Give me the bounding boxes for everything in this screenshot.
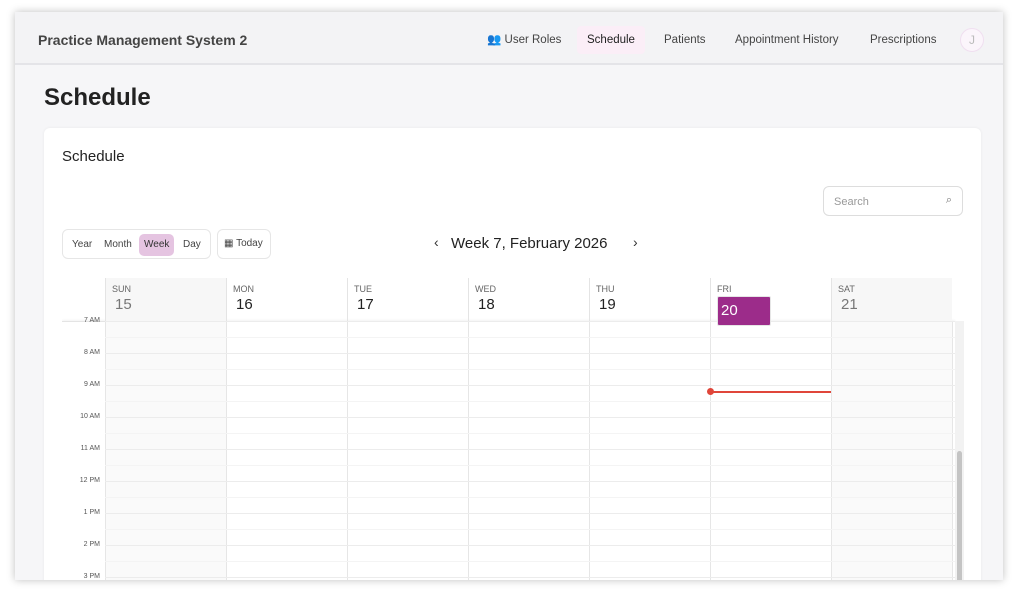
hour-line [105, 385, 955, 386]
day-header-sun[interactable]: SUN 15 [105, 278, 226, 321]
nav-appointment-history[interactable]: Appointment History [735, 34, 839, 46]
time-label: 2 PM [83, 541, 100, 548]
schedule-card: Schedule Search ⌕ Year Month Week Day ▦ T… [44, 128, 981, 580]
weekend-column [105, 322, 226, 580]
time-label: 8 AM [84, 349, 100, 356]
half-hour-line [105, 497, 955, 498]
hour-line [105, 353, 955, 354]
scrollbar-thumb[interactable] [957, 451, 962, 580]
view-day[interactable]: Day [183, 239, 201, 250]
hour-line [105, 449, 955, 450]
day-name: THU [596, 284, 615, 294]
column-divider [952, 322, 953, 580]
day-number: 16 [236, 296, 253, 313]
time-label: 1 PM [83, 509, 100, 516]
view-switcher: Year Month Week Day [62, 229, 211, 259]
week-calendar: 7 AM 8 AM 9 AM 10 AM 11 AM 12 PM 1 PM 2 PM 3 PM … [62, 278, 964, 580]
view-month[interactable]: Month [104, 239, 132, 250]
time-label: 9 AM [84, 381, 100, 388]
view-year[interactable]: Year [72, 239, 93, 250]
hour-line [105, 417, 955, 418]
half-hour-line [105, 337, 955, 338]
half-hour-line [105, 465, 955, 466]
current-time-line [710, 391, 831, 393]
day-name: TUE [354, 284, 372, 294]
calendar-icon: ▦ [224, 238, 234, 249]
prev-week-button[interactable]: ‹ [434, 234, 439, 250]
column-divider [226, 322, 227, 580]
nav-prescriptions[interactable]: Prescriptions [870, 34, 937, 46]
next-week-button[interactable]: › [633, 234, 638, 250]
time-label: 12 PM [79, 477, 100, 484]
day-name: WED [475, 284, 496, 294]
hour-line [105, 481, 955, 482]
search-input[interactable]: Search ⌕ [823, 186, 963, 216]
day-name: FRI [717, 284, 732, 294]
users-icon: 👥 [487, 34, 502, 46]
hour-line [105, 513, 955, 514]
day-number: 15 [115, 296, 132, 313]
avatar[interactable]: J [960, 28, 984, 52]
time-label: 7 AM [84, 317, 100, 324]
day-number: 17 [357, 296, 374, 313]
half-hour-line [105, 561, 955, 562]
day-name: MON [233, 284, 254, 294]
top-navbar: Practice Management System 2 👥 User Role… [15, 12, 1003, 65]
calendar-body[interactable]: 7 AM 8 AM 9 AM 10 AM 11 AM 12 PM 1 PM 2 PM 3 PM [62, 317, 955, 580]
half-hour-line [105, 401, 955, 402]
hour-line [105, 577, 955, 578]
today-button[interactable]: ▦ Today [217, 229, 271, 259]
app-title[interactable]: Practice Management System 2 [38, 32, 248, 48]
column-divider [468, 322, 469, 580]
time-label: 11 AM [80, 445, 100, 452]
half-hour-line [105, 433, 955, 434]
hour-line [105, 545, 955, 546]
day-header-sat[interactable]: SAT 21 [831, 278, 952, 321]
column-divider [105, 322, 106, 580]
nav-schedule[interactable]: Schedule [577, 26, 645, 54]
day-header-wed[interactable]: WED 18 [468, 278, 589, 321]
day-name: SAT [838, 284, 855, 294]
nav-patients[interactable]: Patients [664, 34, 706, 46]
search-icon: ⌕ [945, 194, 952, 206]
column-divider [710, 322, 711, 580]
app-window: Practice Management System 2 👥 User Role… [15, 12, 1003, 580]
week-label: Week 7, February 2026 [451, 235, 608, 252]
nav-user-roles[interactable]: 👥 User Roles [487, 34, 562, 46]
half-hour-line [105, 369, 955, 370]
hour-line [105, 321, 955, 322]
day-name: SUN [112, 284, 132, 294]
day-header-fri[interactable]: FRI 20 [710, 278, 831, 326]
view-week[interactable]: Week [139, 234, 175, 256]
day-number: 18 [478, 296, 495, 313]
day-number: 21 [841, 296, 858, 313]
time-label: 10 AM [80, 413, 100, 420]
column-divider [589, 322, 590, 580]
day-header-tue[interactable]: TUE 17 [347, 278, 468, 321]
weekend-column [831, 322, 952, 580]
half-hour-line [105, 529, 955, 530]
page-title: Schedule [44, 84, 151, 111]
day-header-mon[interactable]: MON 16 [226, 278, 347, 321]
time-label: 3 PM [83, 573, 100, 580]
scrollbar[interactable] [955, 321, 964, 580]
column-divider [831, 322, 832, 580]
day-number: 19 [599, 296, 616, 313]
day-header-thu[interactable]: THU 19 [589, 278, 710, 321]
card-title: Schedule [62, 148, 125, 165]
current-time-dot [707, 388, 714, 395]
column-divider [347, 322, 348, 580]
day-number: 20 [717, 296, 771, 326]
